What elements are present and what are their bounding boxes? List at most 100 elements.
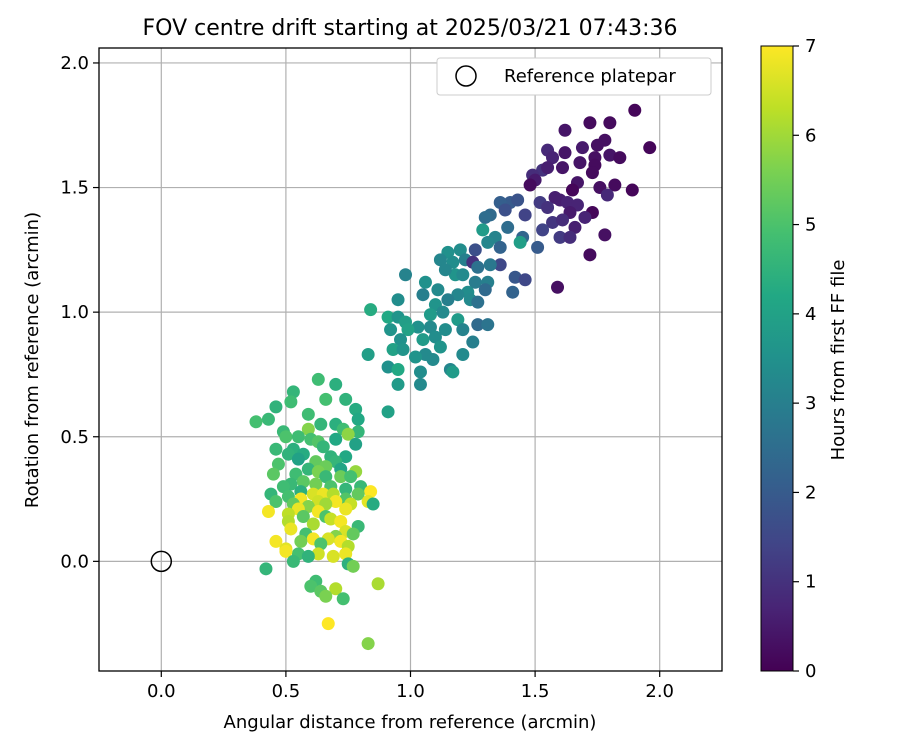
colorbar-ticks: 0 1 2 3 4 5 6 7 [793,36,816,682]
data-point [314,537,328,551]
data-point [384,323,398,337]
data-point [583,248,597,262]
data-point [565,183,579,197]
data-point [481,235,495,249]
data-point [366,497,380,511]
data-points [249,103,657,651]
data-point [481,318,495,332]
data-point [471,260,485,274]
data-point [294,534,308,548]
data-point [284,522,298,536]
data-point [418,275,432,289]
data-point [416,288,430,302]
data-point [598,228,612,242]
data-point [423,320,437,334]
x-axis-label: Angular distance from reference (arcmin) [224,712,597,733]
colorbar: 0 1 2 3 4 5 6 7 Hours from first FF file [760,36,849,682]
data-point [438,323,452,337]
legend-marker-reference-platepar [455,65,477,87]
data-point [408,350,422,364]
colorbar-label: Hours from first FF file [828,260,849,461]
data-point [433,340,447,354]
x-tick-label: 1.0 [396,681,425,702]
data-point [346,527,360,541]
data-point [399,268,413,282]
data-point [518,208,532,222]
data-point [391,362,405,376]
data-point [531,240,545,254]
data-point [319,589,333,603]
data-point [628,103,642,117]
colorbar-tick-label: 0 [805,661,816,682]
x-tick-label: 0.5 [272,681,301,702]
data-point [413,377,427,391]
data-point [468,275,482,289]
data-point [575,141,589,155]
data-point [301,407,315,421]
data-point [279,544,293,558]
data-point [401,323,415,337]
data-point [436,305,450,319]
data-point [329,495,343,509]
data-point [423,308,437,322]
data-point [441,293,455,307]
data-point [433,253,447,267]
data-point [426,353,440,366]
data-point [394,333,408,347]
data-point [381,360,395,374]
data-point [351,425,365,439]
chart-title: FOV centre drift starting at 2025/03/21 … [143,16,678,41]
data-point [309,477,323,491]
data-point [413,365,427,379]
y-axis-label: Rotation from reference (arcmin) [22,212,43,508]
data-point [334,470,348,484]
y-tick-label: 0.5 [60,427,89,448]
data-point [291,452,305,466]
data-point [536,223,550,237]
data-point [411,320,425,334]
data-point [249,415,263,429]
data-point [271,457,285,471]
data-point [286,385,300,399]
data-point [311,372,325,386]
data-point [351,487,365,501]
data-point [471,295,485,309]
data-point [301,462,315,476]
data-point [296,509,310,523]
data-point [301,549,315,563]
data-point [563,230,577,244]
data-point [259,562,273,576]
data-point [590,138,604,152]
data-point [431,283,445,297]
data-point [643,141,657,155]
data-point [341,427,355,441]
data-point [361,637,375,651]
data-point [468,243,482,257]
legend-box [436,57,712,96]
data-point [269,442,283,456]
colorbar-tick-label: 1 [805,572,816,593]
data-point [625,183,639,197]
data-point [284,395,298,409]
data-point [546,151,560,165]
data-point [324,512,338,526]
colorbar-tick-label: 6 [805,125,816,146]
data-point [453,243,467,257]
data-point [364,303,378,317]
y-tick-label: 1.5 [60,178,89,199]
legend-label-reference-platepar: Reference platepar [504,66,676,87]
data-point [541,161,555,175]
data-point [339,547,353,561]
data-point [471,318,485,332]
data-point [269,495,283,509]
data-point [266,467,280,481]
x-tick-label: 2.0 [645,681,674,702]
data-point [451,313,465,327]
data-point [311,547,325,561]
colorbar-tick-label: 5 [805,215,816,236]
data-point [416,333,430,347]
data-point [386,343,400,357]
data-point [349,402,363,416]
legend: Reference platepar [436,57,712,96]
